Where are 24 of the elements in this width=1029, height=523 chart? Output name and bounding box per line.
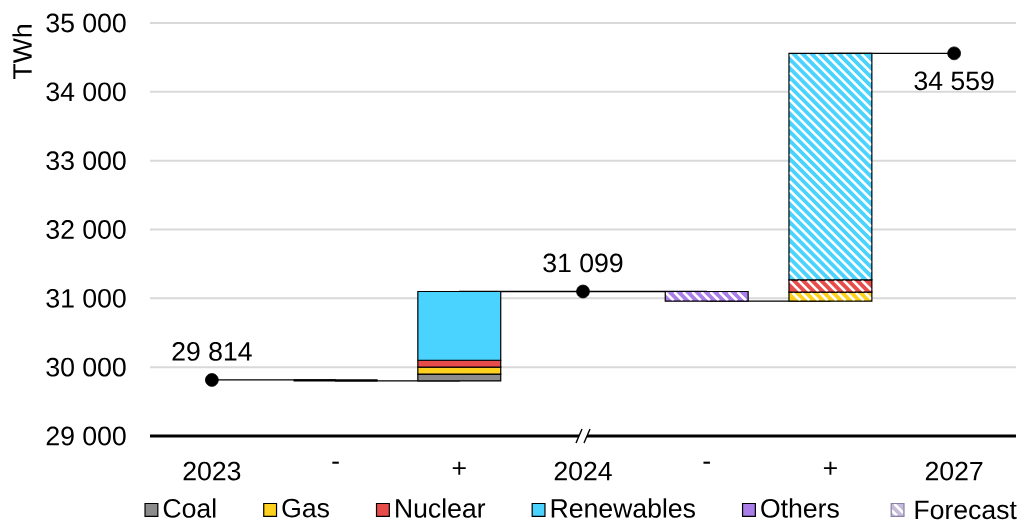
legend-label: Gas (282, 498, 329, 518)
data-label: 31 099 (543, 253, 623, 273)
x-tick-label: + (452, 461, 466, 475)
y-tick-label: 35 000 (46, 13, 126, 33)
y-tick-label: 34 000 (46, 82, 126, 102)
x-tick-label: + (823, 461, 837, 475)
y-tick-label: 32 000 (46, 220, 126, 239)
legend-label: Renewables (551, 498, 695, 518)
text: Forecast (915, 500, 1017, 520)
data-label: 34 559 (914, 71, 994, 91)
data-label: 29 814 (172, 341, 252, 361)
y-tick-label: 30 000 (46, 357, 126, 377)
y-tick-label: 31 000 (46, 288, 126, 308)
legend-label: Others (761, 498, 839, 518)
y-tick-label: 33 000 (46, 151, 126, 171)
x-tick-label: 2024 (554, 461, 612, 481)
x-tick-label: - (703, 461, 710, 464)
legend-label: Nuclear (396, 498, 486, 518)
x-tick-label: 2027 (925, 461, 983, 481)
x-tick-label: 2023 (183, 461, 241, 481)
y-tick-label: 29 000 (46, 426, 126, 446)
legend-label: Coal (163, 498, 216, 518)
y-axis-title: TWh (12, 25, 32, 79)
x-tick-label: - (332, 461, 339, 464)
